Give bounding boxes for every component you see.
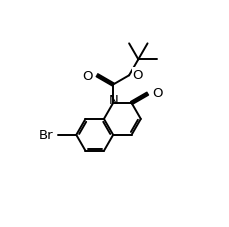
- Text: O: O: [82, 69, 93, 82]
- Text: O: O: [151, 87, 162, 100]
- Text: Br: Br: [39, 129, 53, 142]
- Text: N: N: [109, 93, 118, 106]
- Text: O: O: [132, 69, 142, 81]
